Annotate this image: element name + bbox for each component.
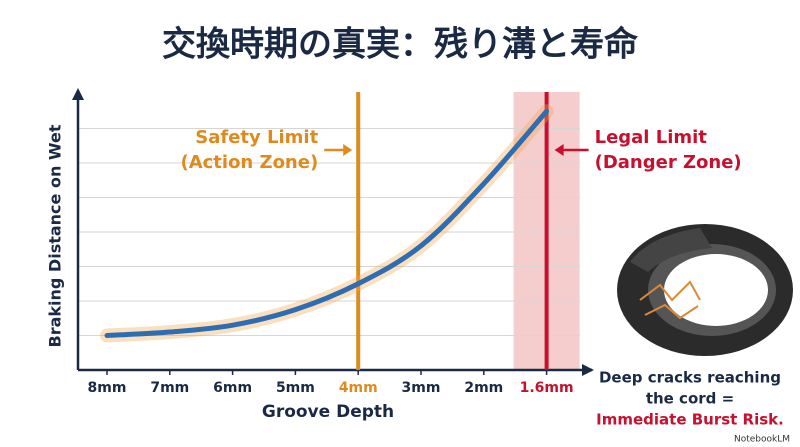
chart-title: 交換時期の真実：残り溝と寿命 <box>162 25 638 65</box>
tire-illustration <box>617 224 793 356</box>
x-tick-label: 8mm <box>88 380 127 396</box>
x-tick-label: 3mm <box>402 380 441 396</box>
caption-line: Deep cracks reaching <box>599 369 781 387</box>
curve-glow <box>100 104 554 343</box>
watermark: NotebookLM <box>734 435 790 445</box>
plot-area: Braking Distance on Wet Groove Depth Safet… <box>46 88 742 422</box>
x-tick-label: 1.6mm <box>520 380 574 396</box>
reference-label: Safety Limit <box>195 127 318 148</box>
caption-line: the cord = <box>646 390 734 408</box>
caption-line: Immediate Burst Risk. <box>596 411 784 429</box>
reference-label: (Action Zone) <box>180 152 318 173</box>
reference-arrowhead <box>554 144 564 156</box>
x-axis-arrow <box>582 364 594 376</box>
x-tick-label: 7mm <box>150 380 189 396</box>
reference-arrowhead <box>343 144 353 156</box>
x-tick-label: 2mm <box>464 380 503 396</box>
x-tick-label: 6mm <box>213 380 252 396</box>
x-tick-label: 5mm <box>276 380 315 396</box>
reference-label: Legal Limit <box>595 127 708 148</box>
y-axis-label: Braking Distance on Wet <box>46 124 65 347</box>
curve <box>104 108 550 338</box>
reference-label: (Danger Zone) <box>595 152 742 173</box>
y-axis-arrow <box>72 88 84 100</box>
x-axis-label: Groove Depth <box>262 402 394 422</box>
x-tick-label: 4mm <box>339 380 378 396</box>
